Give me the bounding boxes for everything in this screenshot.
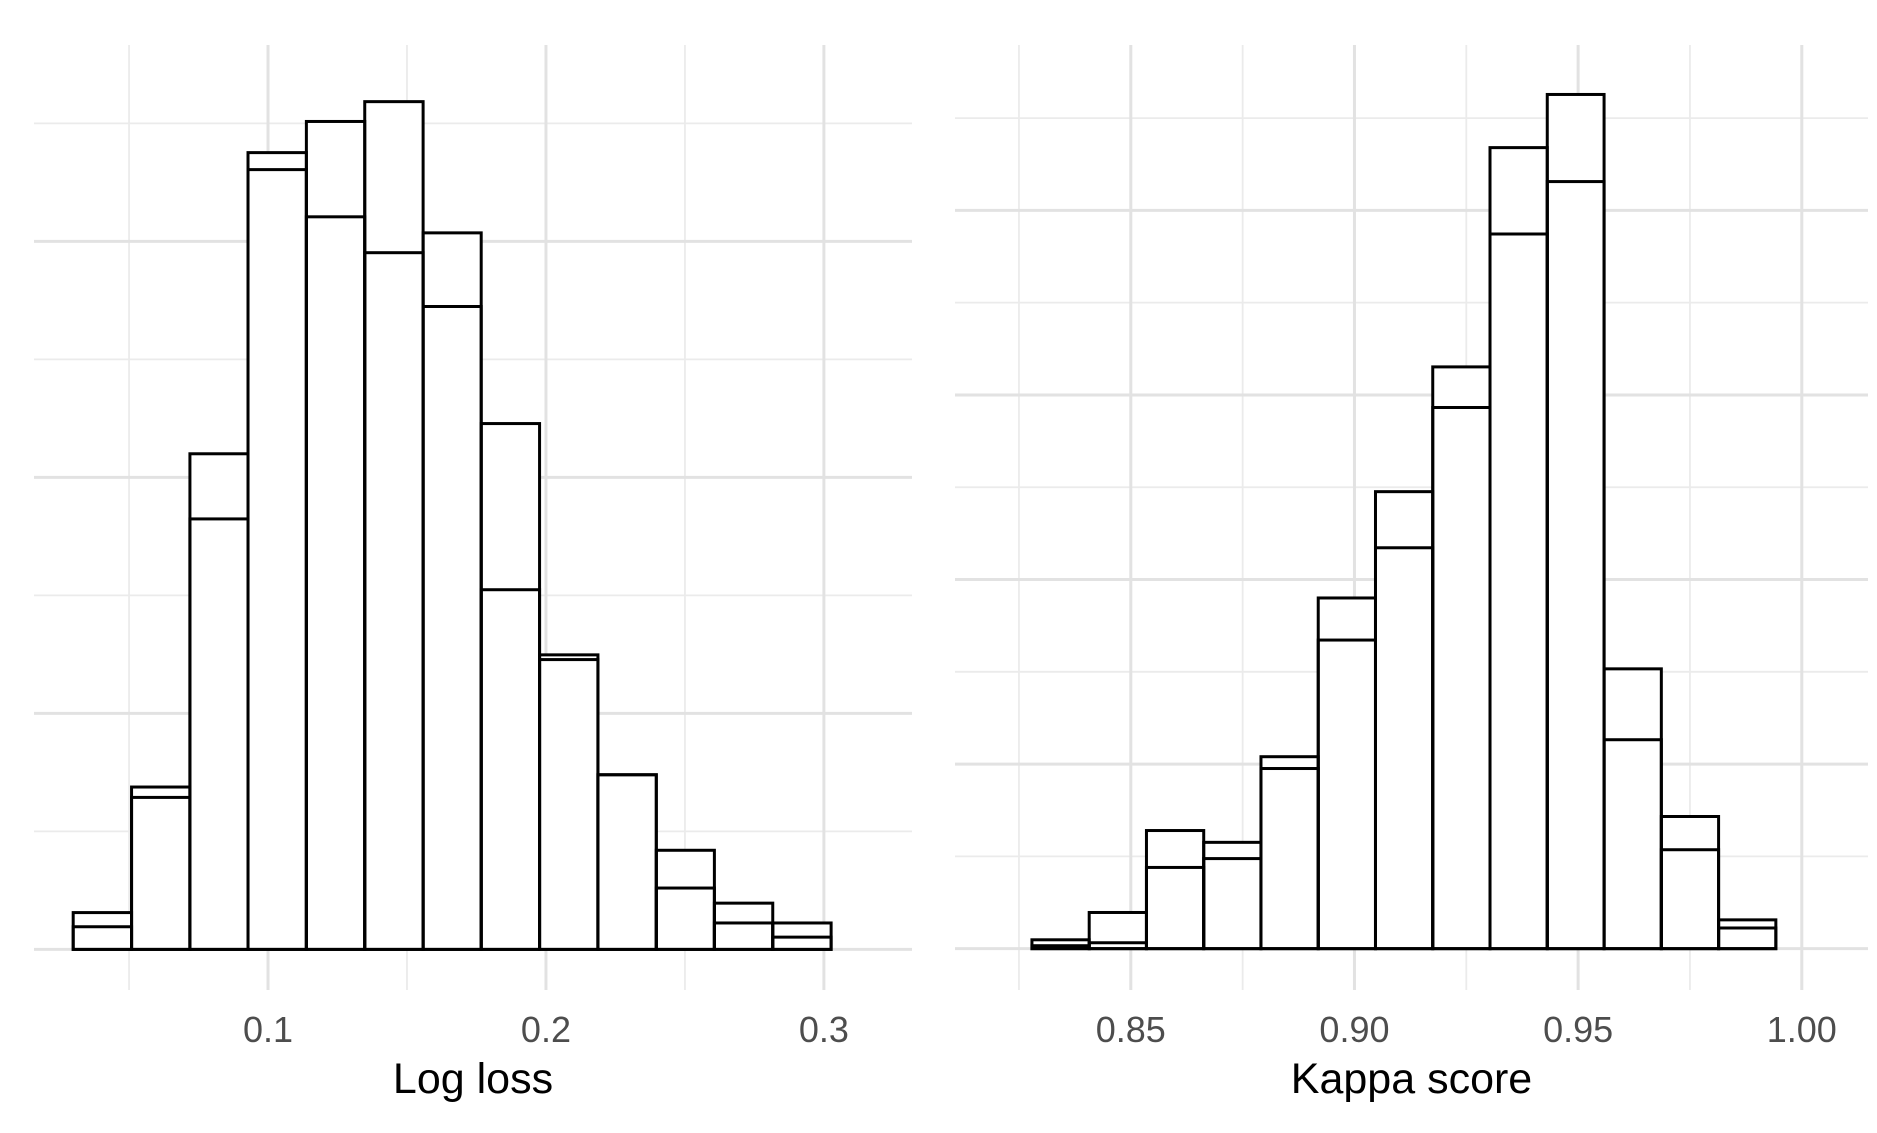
kappa-score-panel: 0.85 0.90 0.95 1.00 Kappa score (955, 45, 1868, 1103)
bar-fill (1432, 366, 1491, 949)
bar-fill (1146, 830, 1204, 949)
x-tick-label: 0.1 (243, 1009, 293, 1050)
x-tick-label: 0.85 (1096, 1009, 1166, 1050)
bar-fill (189, 453, 249, 950)
histogram-bar (1659, 848, 1721, 951)
histogram-fill (1031, 94, 1776, 949)
x-tick-label: 0.95 (1543, 1009, 1613, 1050)
bar-fill (539, 654, 598, 950)
x-tick-label: 1.00 (1767, 1009, 1837, 1050)
bar-fill (364, 101, 424, 950)
x-tick-label: 0.3 (799, 1009, 849, 1050)
bar-fill (306, 121, 365, 950)
bar-fill (423, 232, 482, 950)
bar-fill (481, 423, 540, 950)
bar-fill (1318, 597, 1376, 949)
log-loss-panel: 0.1 0.2 0.3 Log loss (34, 45, 912, 1103)
bar-fill (1718, 919, 1776, 949)
bar-fill (1260, 756, 1319, 949)
bar-fill (1661, 816, 1719, 949)
bar-fill (597, 774, 657, 950)
bar-fill (131, 787, 190, 950)
histogram-bar (1602, 738, 1663, 951)
x-tick-label: 0.90 (1319, 1009, 1389, 1050)
bar-fill (1604, 668, 1662, 949)
histogram-bar (1545, 180, 1606, 951)
histogram-outline-series-2 (71, 168, 833, 951)
histogram-bar (654, 848, 716, 951)
bar-fill (1547, 94, 1605, 949)
x-axis-title-log-loss: Log loss (393, 1055, 553, 1103)
histogram-outline-series-2 (1030, 180, 1778, 951)
x-axis-title-kappa-score: Kappa score (1291, 1055, 1532, 1103)
x-tick-label: 0.2 (521, 1009, 571, 1050)
bar-fill (248, 152, 307, 950)
bar-fill (656, 850, 715, 950)
bar-fill (1375, 491, 1433, 949)
histogram-bar (1717, 926, 1778, 951)
histogram-fill (73, 101, 832, 950)
bar-fill (714, 903, 773, 950)
histogram-bar (771, 921, 833, 951)
bar-fill (73, 912, 132, 950)
bar-fill (1490, 147, 1548, 949)
